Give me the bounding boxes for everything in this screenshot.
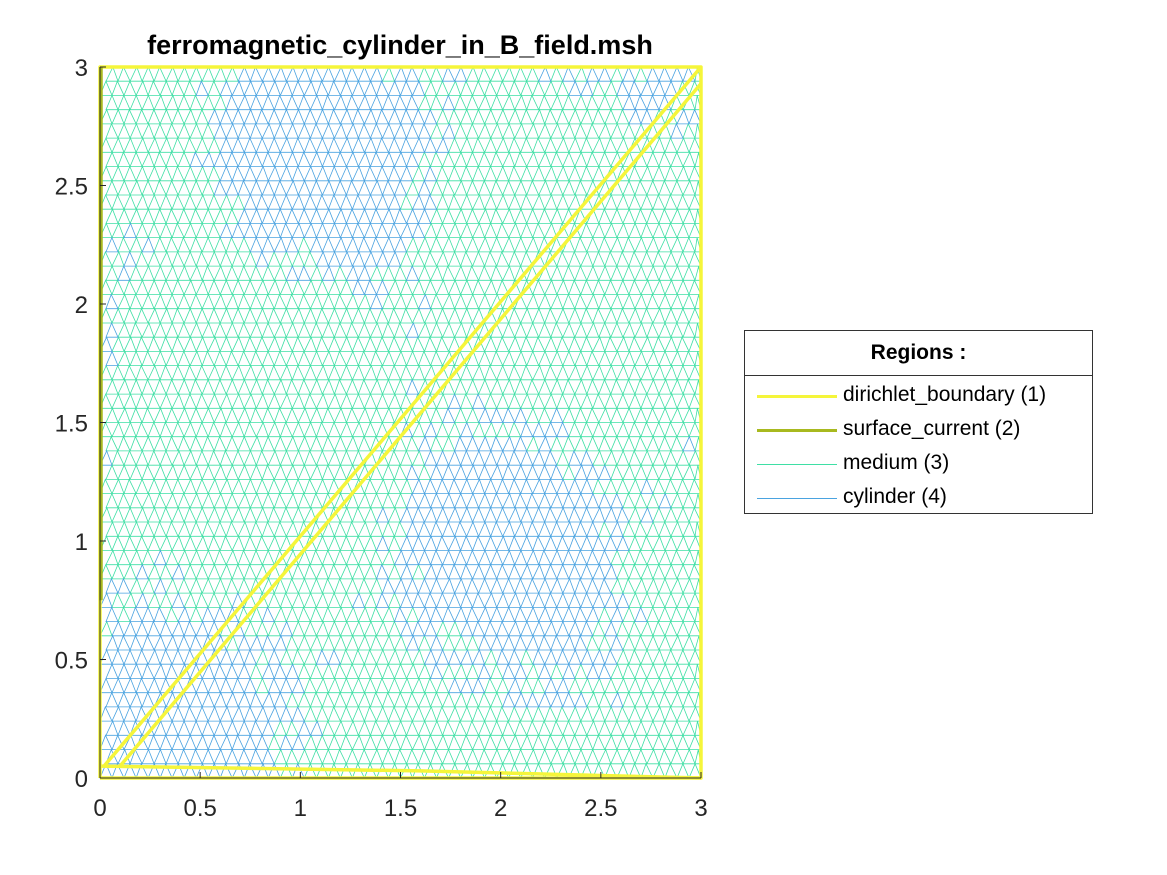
legend-label: cylinder (4) (843, 485, 947, 508)
legend-swatch (757, 395, 837, 398)
x-tick-label: 0 (93, 795, 106, 822)
legend: Regions : dirichlet_boundary (1) surface… (744, 330, 1093, 514)
legend-entry-medium: medium (3) (745, 447, 1092, 481)
x-tick-label: 3 (694, 795, 707, 822)
y-tick-label: 2.5 (55, 174, 88, 201)
boundary-line (118, 82, 703, 768)
legend-entry-dirichlet-boundary: dirichlet_boundary (1) (745, 379, 1092, 413)
y-tick-label: 2 (75, 292, 88, 319)
legend-title: Regions : (745, 331, 1092, 376)
legend-label: dirichlet_boundary (1) (843, 383, 1047, 406)
legend-entry-surface-current: surface_current (2) (745, 413, 1092, 447)
boundary-line (102, 65, 703, 768)
legend-swatch (757, 464, 837, 465)
x-tick-label: 2 (494, 795, 507, 822)
legend-swatch (757, 498, 837, 499)
legend-label: medium (3) (843, 451, 950, 474)
mesh (99, 65, 702, 779)
x-tick-label: 1.5 (384, 795, 417, 822)
x-tick-label: 0.5 (183, 795, 216, 822)
mesh-medium-elements (99, 65, 702, 779)
x-tick-label: 1 (294, 795, 307, 822)
y-tick-label: 3 (75, 55, 88, 82)
y-tick-label: 0 (75, 766, 88, 793)
boundary-line (99, 764, 702, 780)
chart-title: ferromagnetic_cylinder_in_B_field.msh (147, 30, 653, 60)
legend-entry-cylinder: cylinder (4) (745, 481, 1092, 515)
x-tick-label: 2.5 (584, 795, 617, 822)
axes: 0 0.5 1 1.5 2 2.5 3 0 0.5 1 1.5 2 2.5 3 (55, 55, 708, 822)
legend-swatch (757, 429, 837, 432)
y-tick-label: 0.5 (55, 648, 88, 675)
y-tick-label: 1.5 (55, 411, 88, 438)
y-tick-label: 1 (75, 529, 88, 556)
legend-label: surface_current (2) (843, 417, 1021, 440)
legend-entries: dirichlet_boundary (1) surface_current (… (745, 376, 1092, 515)
